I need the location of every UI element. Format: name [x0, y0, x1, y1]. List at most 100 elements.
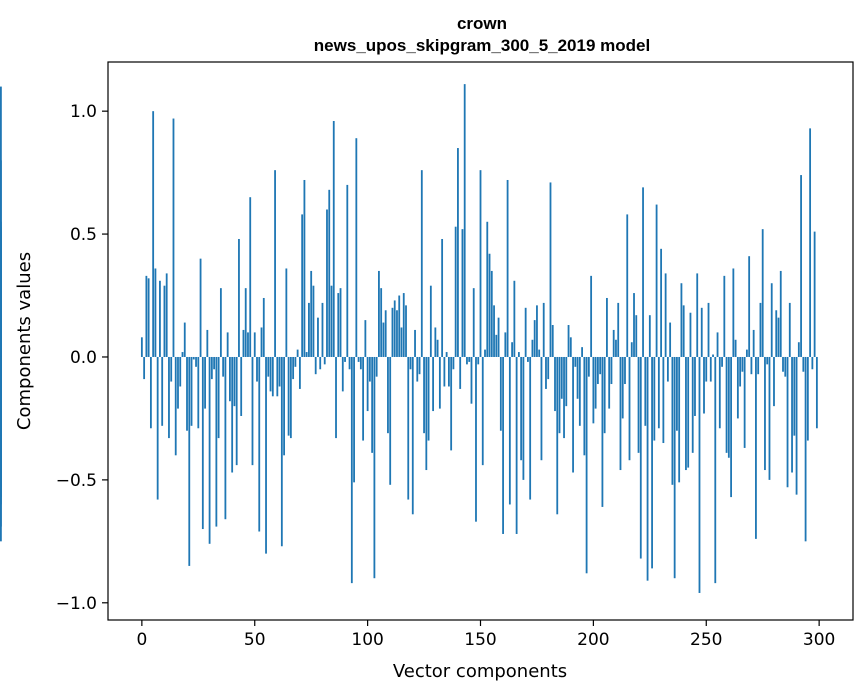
bar-53 — [260, 327, 263, 357]
bar-236 — [673, 356, 676, 579]
bar-145 — [468, 356, 471, 362]
bar-12 — [168, 356, 170, 439]
bar-263 — [734, 339, 737, 357]
bar-110 — [389, 356, 392, 485]
bar-137 — [450, 356, 453, 451]
bar-14 — [172, 118, 175, 357]
bar-9 — [161, 356, 164, 426]
bar-82 — [326, 209, 328, 357]
bar-93 — [350, 356, 353, 584]
bar-21 — [188, 356, 191, 566]
bar-258 — [723, 275, 726, 357]
bar-125 — [423, 356, 425, 434]
bar-45 — [242, 329, 245, 357]
bar-8 — [159, 280, 161, 357]
bar-2 — [145, 275, 148, 357]
bar-270 — [750, 356, 753, 375]
bar-120 — [411, 356, 414, 515]
bar-106 — [380, 288, 383, 357]
bar-122 — [416, 356, 419, 382]
bar-90 — [344, 356, 346, 362]
bar-194 — [578, 356, 581, 426]
y-tick-label: 0.5 — [70, 225, 97, 245]
bar-291 — [797, 342, 800, 357]
bar-80 — [321, 302, 324, 357]
bar-34 — [217, 356, 220, 439]
bar-165 — [513, 280, 516, 357]
bar-179 — [545, 356, 547, 389]
bar-126 — [425, 356, 428, 471]
bar-18 — [181, 352, 184, 357]
bar-272 — [755, 356, 757, 539]
bar-92 — [348, 356, 351, 370]
bar-215 — [626, 214, 629, 357]
chart-subtitle: news_upos_skipgram_300_5_2019 model — [314, 36, 650, 55]
bar-102 — [371, 356, 374, 453]
bar-276 — [764, 356, 766, 471]
bar-29 — [206, 329, 209, 357]
bar-139 — [454, 226, 457, 357]
bar-216 — [628, 356, 631, 461]
x-tick-label: 50 — [244, 630, 266, 650]
bar-294 — [804, 356, 807, 542]
bar-95 — [355, 138, 358, 357]
bar-237 — [676, 356, 678, 431]
bars-group — [0, 84, 818, 593]
bar-200 — [592, 356, 595, 424]
bar-6 — [154, 268, 157, 357]
bar-129 — [432, 356, 434, 412]
bar-104 — [375, 356, 378, 377]
x-tick-label: 200 — [577, 630, 609, 650]
bar-51 — [256, 356, 258, 382]
bar-250 — [705, 356, 708, 382]
bar-61 — [278, 356, 281, 387]
bar-127 — [427, 356, 430, 441]
bar-144 — [466, 356, 468, 365]
bar-290 — [795, 356, 798, 495]
bar-72 — [303, 179, 306, 357]
bar-180 — [547, 356, 550, 380]
bar-149 — [477, 356, 480, 365]
bar-140 — [457, 148, 459, 357]
bar-166 — [515, 356, 518, 534]
bar-128 — [429, 285, 432, 357]
bar-76 — [312, 285, 315, 357]
bar-131 — [436, 339, 439, 357]
bar-184 — [556, 356, 559, 515]
bar-295 — [806, 356, 809, 441]
bar-164 — [511, 342, 514, 357]
bar-1 — [143, 356, 146, 380]
bar-192 — [574, 356, 577, 367]
bar-35 — [219, 288, 222, 357]
bar-157 — [495, 334, 498, 357]
bar-224 — [646, 356, 649, 581]
bar-257 — [721, 356, 723, 367]
bar-191 — [572, 356, 574, 473]
bar-177 — [540, 356, 543, 461]
bar-159 — [499, 356, 502, 431]
bar-37 — [224, 356, 227, 520]
bar-64 — [285, 268, 288, 357]
bar-252 — [709, 356, 712, 382]
bar-25 — [197, 356, 200, 429]
bar-66 — [289, 356, 292, 439]
bar-17 — [179, 356, 182, 387]
bar-146 — [470, 356, 473, 404]
bar-212 — [619, 356, 622, 471]
bar-273 — [757, 356, 760, 375]
bar-36 — [222, 356, 225, 377]
bar-245 — [694, 356, 696, 416]
bar-142 — [461, 229, 464, 357]
bar-264 — [736, 356, 739, 419]
bar-154 — [488, 253, 491, 357]
bar-196 — [583, 356, 586, 456]
bar-254 — [714, 356, 717, 584]
bar-41 — [233, 356, 236, 407]
bar-188 — [565, 356, 568, 407]
bar-156 — [493, 305, 495, 357]
bar-235 — [671, 356, 674, 485]
bar-117 — [405, 305, 407, 357]
bar-168 — [520, 356, 523, 461]
bar-277 — [766, 356, 769, 365]
bar-55 — [265, 356, 267, 554]
